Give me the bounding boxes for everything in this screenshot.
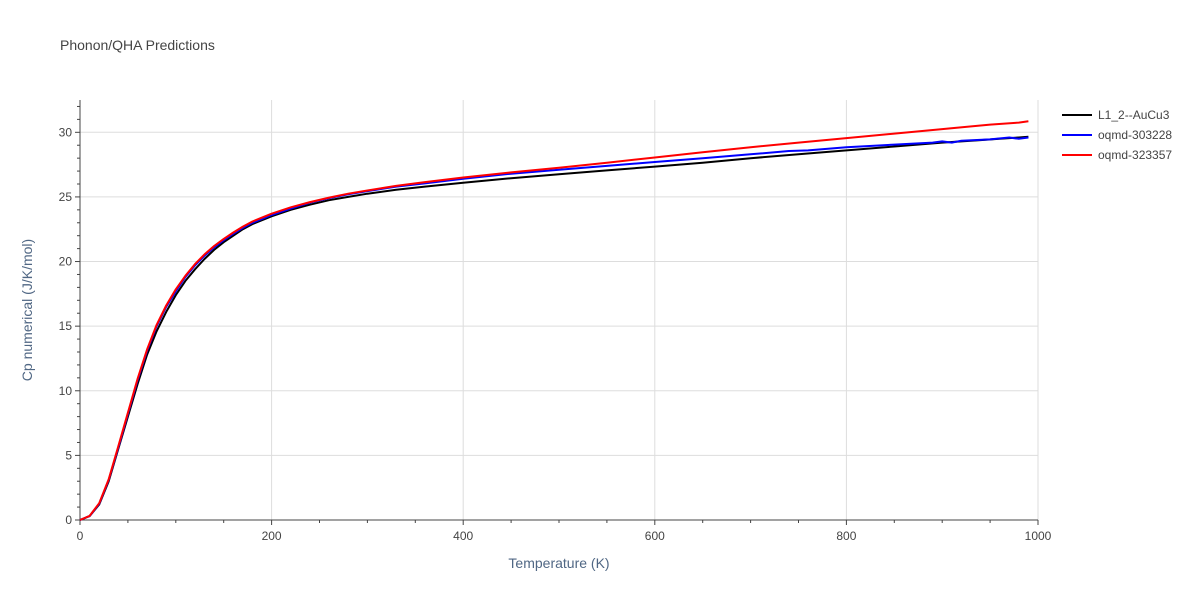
y-tick-label: 15 — [59, 319, 73, 333]
series-line-0 — [79, 135, 1029, 521]
x-tick-label: 1000 — [1025, 529, 1052, 543]
grid-layer — [80, 100, 1039, 520]
y-tick-label: 30 — [59, 125, 73, 139]
axis-layer: 0 200 400 600 800 1000 0 5 10 15 20 25 30 — [59, 100, 1052, 543]
y-tick-label: 20 — [59, 255, 73, 269]
legend-label: L1_2--AuCu3 — [1098, 108, 1170, 122]
chart-title: Phonon/QHA Predictions — [60, 37, 215, 53]
legend-label: oqmd-323357 — [1098, 148, 1172, 162]
y-axis-label: Cp numerical (J/K/mol) — [19, 239, 35, 381]
legend-label: oqmd-303228 — [1098, 128, 1172, 142]
x-tick-label: 400 — [453, 529, 473, 543]
y-tick-label: 10 — [59, 384, 73, 398]
x-tick-label: 800 — [836, 529, 856, 543]
x-tick-label: 600 — [645, 529, 665, 543]
series-line-2 — [79, 120, 1029, 521]
x-tick-label: 200 — [262, 529, 282, 543]
x-tick-label: 0 — [77, 529, 84, 543]
legend-item[interactable]: L1_2--AuCu3 — [1062, 108, 1170, 122]
y-tick-label: 25 — [59, 190, 73, 204]
x-axis-label: Temperature (K) — [508, 555, 609, 571]
series-layer — [79, 120, 1029, 521]
y-tick-label: 5 — [65, 448, 72, 462]
y-tick-label: 0 — [65, 513, 72, 527]
legend-item[interactable]: oqmd-303228 — [1062, 128, 1172, 142]
series-line-1 — [79, 136, 1029, 521]
legend-item[interactable]: oqmd-323357 — [1062, 148, 1172, 162]
legend[interactable]: L1_2--AuCu3 oqmd-303228 oqmd-323357 — [1062, 108, 1172, 162]
